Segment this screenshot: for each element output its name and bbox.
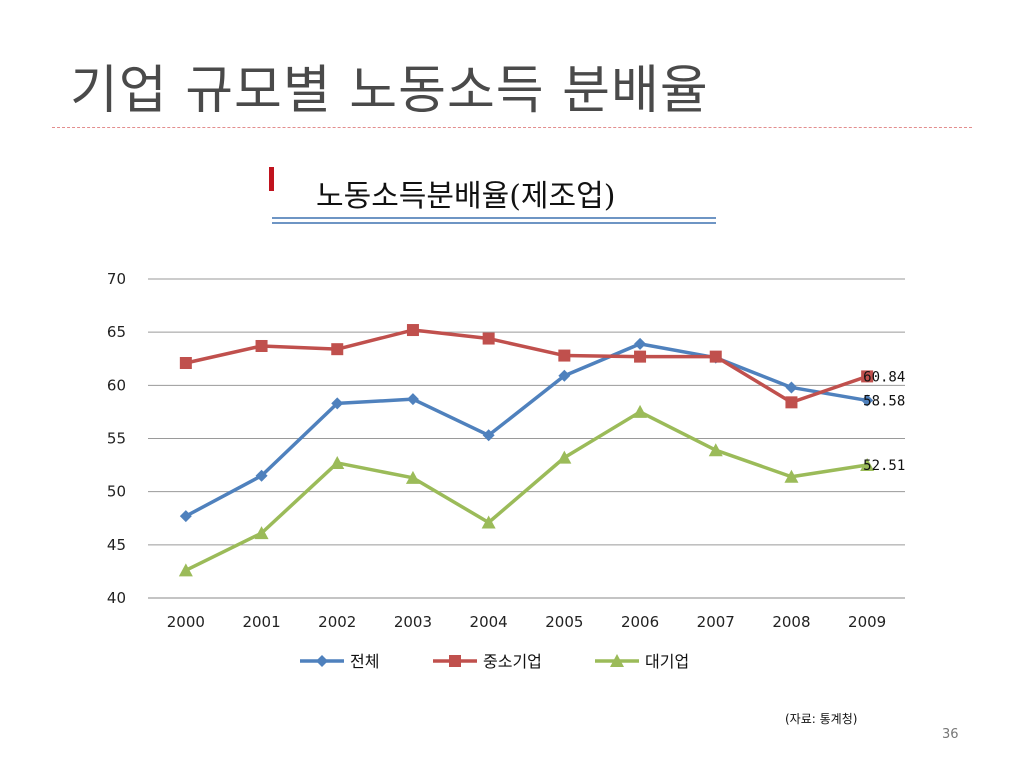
legend-label: 대기업 <box>645 652 689 671</box>
data-point <box>406 393 419 406</box>
title-divider <box>52 127 972 128</box>
x-tick-label: 2007 <box>697 613 735 631</box>
data-point <box>708 443 723 457</box>
subtitle-bullet-marker <box>269 167 274 191</box>
data-point <box>406 324 419 337</box>
end-data-labels: 58.58 60.84 52.51 <box>863 369 905 474</box>
data-point <box>331 397 344 410</box>
data-point <box>178 563 193 577</box>
y-tick-label: 55 <box>107 430 126 448</box>
y-tick-label: 50 <box>107 483 126 501</box>
data-point <box>255 469 268 482</box>
legend-item: 전체 <box>300 652 379 671</box>
data-point <box>634 350 647 363</box>
slide-title: 기업 규모별 노동소득 분배율 <box>70 61 709 121</box>
series-line <box>185 342 868 518</box>
x-tick-label: 2001 <box>242 613 280 631</box>
data-point <box>179 510 192 523</box>
legend-item: 중소기업 <box>433 652 542 671</box>
data-point <box>330 455 345 469</box>
legend-label: 중소기업 <box>483 652 542 671</box>
y-axis-ticks: 40 45 50 55 60 65 70 <box>107 270 126 607</box>
data-label: 58.58 <box>863 393 905 409</box>
data-point <box>481 515 496 529</box>
y-tick-label: 40 <box>107 589 126 607</box>
data-point <box>254 526 269 540</box>
chart-series <box>178 324 875 577</box>
source-note: (자료: 통계청) <box>785 712 858 726</box>
x-tick-label: 2009 <box>848 613 886 631</box>
x-axis-ticks: 2000 2001 2002 2003 2004 2005 2006 2007 2008 2009 <box>167 613 886 631</box>
data-point <box>179 357 192 370</box>
data-point <box>785 381 798 394</box>
data-point <box>557 450 572 464</box>
data-point <box>255 339 268 352</box>
page-number: 36 <box>942 727 959 742</box>
legend-label: 전체 <box>350 652 379 671</box>
data-point <box>785 396 798 409</box>
x-tick-label: 2004 <box>470 613 508 631</box>
data-point <box>861 370 874 383</box>
data-point <box>634 337 647 350</box>
legend-marker <box>449 655 461 667</box>
series-line <box>185 328 868 405</box>
legend-marker <box>316 655 328 667</box>
data-point <box>482 429 495 442</box>
x-tick-label: 2006 <box>621 613 659 631</box>
data-point <box>405 470 420 484</box>
chart-subtitle: 노동소득분배율(제조업) <box>316 179 616 214</box>
subtitle-underline-1 <box>272 217 716 219</box>
x-tick-label: 2002 <box>318 613 356 631</box>
data-label: 52.51 <box>863 458 905 474</box>
x-tick-label: 2005 <box>545 613 583 631</box>
data-point <box>482 332 495 345</box>
series-2 <box>178 404 875 577</box>
data-point <box>558 369 571 382</box>
x-tick-label: 2003 <box>394 613 432 631</box>
data-point <box>633 404 648 418</box>
series-line <box>185 410 868 572</box>
data-point <box>331 343 344 356</box>
data-label: 60.84 <box>863 369 905 385</box>
legend-item: 대기업 <box>595 652 689 671</box>
y-tick-label: 60 <box>107 376 126 394</box>
data-point <box>784 469 799 483</box>
y-tick-label: 65 <box>107 323 126 341</box>
series-0 <box>179 337 874 523</box>
series-1 <box>179 324 874 409</box>
data-point <box>860 457 875 471</box>
x-tick-label: 2000 <box>167 613 205 631</box>
data-point <box>558 349 571 362</box>
subtitle-underline-2 <box>272 222 716 224</box>
y-tick-label: 45 <box>107 536 126 554</box>
legend-marker <box>610 654 624 667</box>
chart-legend: 전체 중소기업 대기업 <box>300 652 689 671</box>
data-point <box>709 350 722 363</box>
x-tick-label: 2008 <box>772 613 810 631</box>
chart-grid <box>148 278 905 599</box>
y-tick-label: 70 <box>107 270 126 288</box>
data-point <box>861 394 874 407</box>
